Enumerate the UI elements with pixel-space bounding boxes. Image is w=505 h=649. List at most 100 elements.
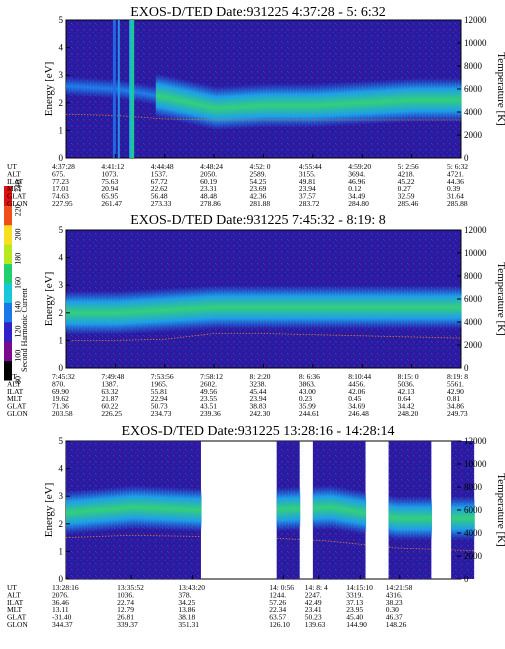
energy-band [324,485,329,530]
energy-band [314,83,318,128]
energy-band [398,285,402,330]
energy-band [446,285,450,330]
colorbar: 80 100 120 140 160 180 200 220 240 Second Harmon… [4,180,29,384]
panel-3-orbit-table: UTALTILATMLTGLATGLON13:28:162076.36.4613… [7,583,413,629]
y2-tick-label: 2000 [464,551,483,561]
table-cell: 48.48 [200,192,217,201]
colorbar-swatch [4,186,12,206]
table-cell: 49.81 [299,177,316,186]
y-tick-label: 4 [59,253,64,263]
energy-band [287,285,292,330]
temperature-trace [388,546,432,550]
table-cell: 13:35:52 [117,583,144,592]
table-cell: 0.39 [447,184,460,193]
table-cell: 144.90 [346,620,367,629]
energy-band [212,85,217,131]
table-cell: 42.06 [348,387,365,396]
energy-band [233,85,238,130]
energy-band [125,290,130,335]
energy-band [158,74,163,119]
table-cell: 226.25 [101,409,122,418]
energy-band [276,487,281,532]
energy-band [401,78,405,123]
table-cell: 75.63 [101,177,118,186]
colorbar-tick-label: 120 [14,326,23,338]
energy-band [104,78,109,99]
energy-band [71,76,76,97]
table-cell: 278.86 [200,199,221,208]
energy-band [272,285,277,330]
energy-band [152,486,157,531]
energy-band [146,485,151,530]
table-cell: -31.40 [52,613,72,622]
energy-band [416,285,420,330]
energy-band [431,77,435,123]
energy-band [209,85,214,130]
energy-band [206,285,211,330]
y-tick-label: 1 [59,335,64,345]
y-tick-label: 4 [59,464,64,474]
energy-band [449,77,453,123]
energy-band [110,486,115,532]
energy-band [339,486,343,531]
energy-band [437,77,441,123]
energy-band [281,83,286,128]
colorbar-swatch [4,224,12,245]
colorbar-swatch [4,360,12,381]
energy-band [407,285,411,330]
y2-tick-label: 8000 [464,271,483,281]
panel-3-y2label: Temperature [K] [495,473,505,546]
panel-2-ylabel: Energy [eV] [43,272,55,326]
table-cell: 675. [52,169,65,178]
energy-band [323,82,327,128]
energy-band [326,285,330,330]
table-cell: 2050. [200,169,217,178]
energy-band [409,496,414,541]
energy-band [362,490,367,535]
table-cell: 43.51 [200,402,217,411]
table-cell: 870. [52,379,65,388]
energy-band [68,76,73,97]
table-cell: 38.83 [250,402,267,411]
table-cell: 8:19: 8 [447,372,468,381]
energy-band [194,81,199,127]
energy-band [137,485,142,530]
energy-band [104,487,109,532]
energy-band [413,77,417,123]
energy-band [458,77,462,123]
energy-band [293,486,298,531]
energy-band [182,487,187,532]
energy-band [455,285,459,330]
y2-tick-label: 10000 [464,459,487,469]
energy-band [215,86,220,131]
energy-band [333,485,337,530]
table-row-label: ALT [7,379,21,388]
table-cell: 22.94 [151,394,168,403]
colorbar-swatch [4,283,12,303]
table-cell: 42.49 [305,598,322,607]
energy-band [155,73,160,118]
table-row-label: GLON [7,199,28,208]
table-cell: 38.23 [386,598,403,607]
energy-band [164,75,169,120]
energy-band [459,496,464,541]
table-cell: 74.63 [52,192,69,201]
energy-band [125,81,130,101]
panel-3-spectrogram [65,441,475,579]
table-row-label: ILAT [7,598,24,607]
colorbar-tick-label: 100 [14,350,23,362]
energy-band [462,496,467,541]
energy-band [197,286,202,331]
energy-band [95,78,100,98]
table-cell: 60.19 [200,177,217,186]
table-cell: 46.96 [348,177,365,186]
y2-tick-label: 6000 [464,505,483,515]
energy-band [323,285,327,330]
panel-3-y-ticks: 0 1 2 3 4 5 [59,436,70,584]
energy-band [263,285,268,330]
energy-band [92,290,97,335]
energy-band [410,285,414,330]
energy-band [167,75,172,121]
energy-band [197,82,202,127]
energy-band [368,285,372,330]
